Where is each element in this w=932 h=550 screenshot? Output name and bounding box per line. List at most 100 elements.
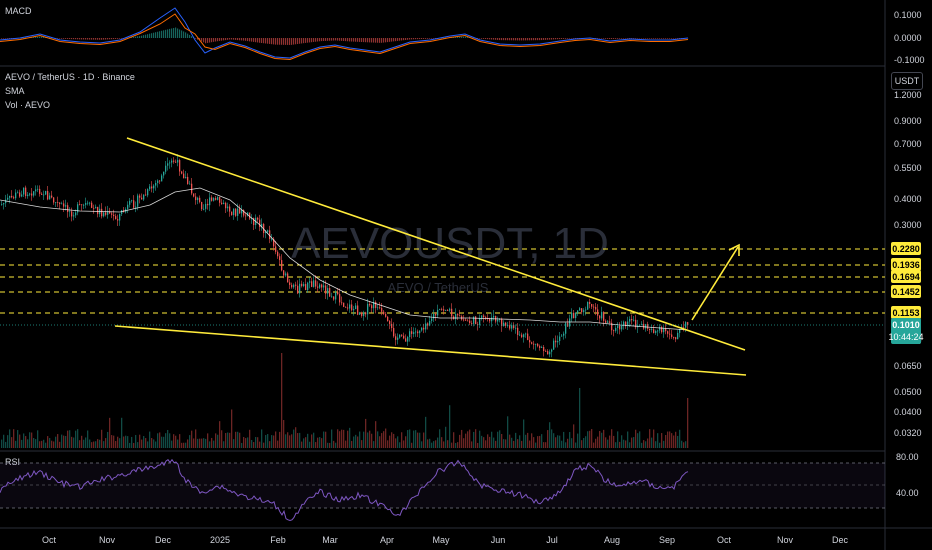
- volume-bar: [119, 438, 121, 448]
- volume-bar: [649, 429, 651, 448]
- volume-bar: [159, 432, 161, 448]
- time-axis-label: May: [432, 535, 450, 545]
- volume-bar: [169, 433, 171, 448]
- macd-hist-bar: [299, 38, 301, 44]
- price-axis-label: 0.5500: [894, 163, 922, 173]
- macd-hist-bar: [239, 38, 241, 41]
- candle-body: [445, 310, 447, 311]
- macd-hist-bar: [359, 38, 361, 42]
- volume-bar: [469, 429, 471, 448]
- volume-bar: [247, 437, 249, 448]
- volume-bar: [17, 430, 19, 448]
- price-axis-label: 0.0650: [894, 361, 922, 371]
- candle-body: [633, 319, 635, 321]
- candle-body: [85, 203, 87, 205]
- volume-bar: [423, 432, 425, 448]
- volume-bar: [85, 437, 87, 448]
- candle-body: [489, 318, 491, 322]
- candle-body: [173, 160, 175, 162]
- macd-hist-bar: [243, 38, 245, 41]
- candle-body: [117, 219, 119, 221]
- macd-hist-bar: [245, 38, 247, 41]
- macd-hist-bar: [183, 31, 185, 38]
- macd-hist-bar: [247, 38, 249, 42]
- macd-hist-bar: [671, 38, 673, 39]
- rsi-axis[interactable]: 80.00 40.00: [896, 452, 919, 498]
- level-tag-value: 0.2280: [892, 244, 920, 254]
- macd-hist-bar: [69, 38, 71, 40]
- candle-body: [555, 340, 557, 343]
- macd-hist-bar: [405, 38, 407, 40]
- candle-body: [675, 337, 677, 340]
- macd-hist-bar: [119, 38, 121, 39]
- symbol-title[interactable]: AEVO / TetherUS · 1D · Binance: [5, 72, 135, 82]
- candle-body: [291, 284, 293, 288]
- macd-hist-bar: [33, 37, 35, 38]
- volume-bar: [513, 440, 515, 448]
- candle-body: [93, 207, 95, 209]
- candle-body: [565, 323, 567, 334]
- candle-body: [303, 284, 305, 287]
- volume-bar: [57, 434, 59, 448]
- candle-body: [227, 206, 229, 209]
- candle-body: [219, 197, 221, 203]
- candle-body: [647, 324, 649, 329]
- candle-body: [365, 312, 367, 315]
- candle-body: [161, 175, 163, 182]
- macd-hist-bar: [663, 38, 665, 39]
- volume-bar: [529, 440, 531, 448]
- volume-bar: [583, 437, 585, 448]
- candle-body: [379, 307, 381, 309]
- volume-bar: [451, 442, 453, 448]
- volume-bar: [573, 424, 575, 448]
- volume-bar: [539, 435, 541, 448]
- candle-body: [223, 202, 225, 205]
- candle-body: [373, 302, 375, 309]
- volume-bar: [653, 429, 655, 448]
- macd-hist-bar: [601, 38, 603, 39]
- sma-indicator-label[interactable]: SMA: [5, 86, 25, 96]
- candle-body: [7, 197, 9, 200]
- volume-bar: [491, 431, 493, 448]
- volume-bar: [369, 430, 371, 448]
- time-axis[interactable]: Oct Nov Dec 2025 Feb Mar Apr May Jun Jul Aug Sep Oct…: [42, 535, 849, 545]
- candle-body: [29, 193, 31, 195]
- volume-bar: [163, 436, 165, 448]
- candle-body: [89, 202, 91, 204]
- candle-body: [105, 212, 107, 215]
- macd-hist-bar: [639, 38, 641, 39]
- macd-hist-bar: [653, 38, 655, 39]
- macd-hist-bar: [63, 38, 65, 39]
- macd-hist-bar: [533, 38, 535, 41]
- currency-button[interactable]: USDT: [891, 72, 923, 90]
- volume-bar: [45, 442, 47, 448]
- candle-body: [493, 316, 495, 318]
- level-tag: [891, 258, 921, 271]
- breakout-arrow[interactable]: [691, 246, 739, 321]
- candle-body: [589, 301, 591, 304]
- macd-axis[interactable]: 0.1000 0.0000 -0.1000: [894, 10, 925, 65]
- price-axis-label: 0.0500: [894, 387, 922, 397]
- wedge-lower-trendline[interactable]: [114, 325, 747, 376]
- rsi-label: RSI: [5, 457, 20, 467]
- wedge-upper-trendline[interactable]: [126, 137, 746, 351]
- candle-body: [411, 331, 413, 334]
- candle-body: [271, 238, 273, 240]
- volume-bar: [611, 429, 613, 448]
- candle-body: [343, 302, 345, 307]
- volume-bar: [77, 429, 79, 448]
- volume-bar: [599, 431, 601, 448]
- volume-bar: [31, 432, 33, 448]
- volume-indicator-label[interactable]: Vol · AEVO: [5, 100, 50, 110]
- volume-bar: [167, 429, 169, 448]
- candle-body: [135, 206, 137, 208]
- macd-hist-bar: [457, 36, 459, 38]
- volume-bar: [565, 442, 567, 448]
- candle-body: [81, 204, 83, 206]
- candle-body: [591, 303, 593, 307]
- macd-hist-bar: [551, 38, 553, 40]
- volume-bar: [435, 440, 437, 448]
- volume-bar: [71, 436, 73, 448]
- candle-body: [73, 215, 75, 217]
- candle-body: [139, 195, 141, 198]
